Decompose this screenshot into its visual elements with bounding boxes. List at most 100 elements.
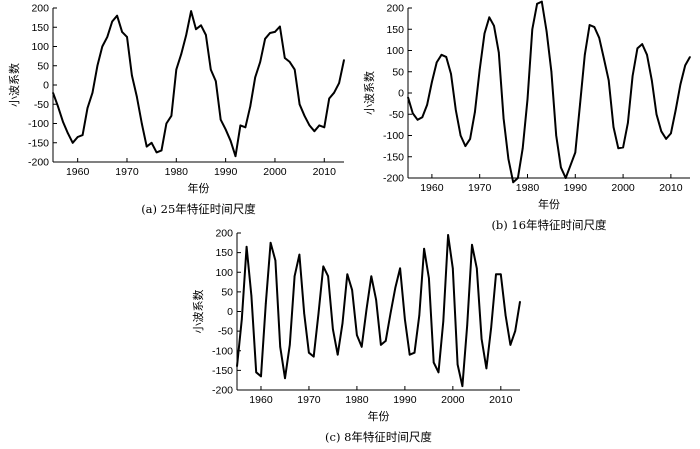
chart-b-caption: (b) 16年特征时间尺度 (491, 218, 607, 232)
chart-b-y-axis-title: 小波系数 (363, 71, 376, 115)
chart-a-data-point (254, 76, 257, 79)
chart-b-data-point (493, 25, 495, 27)
chart-a-y-tick-label: 50 (37, 60, 49, 72)
chart-a-data-point (106, 36, 109, 38)
chart-b-y-tick-label: -100 (383, 130, 404, 142)
chart-c-x-tick-label: 1960 (249, 394, 273, 406)
chart-b-y-tick-label: -150 (383, 151, 404, 163)
chart-a-data-point (269, 32, 271, 34)
chart-c-data-point (356, 334, 358, 336)
chart-c-data-point (336, 353, 339, 356)
chart-a-data-point (190, 10, 192, 12)
chart-a-data-point (126, 36, 128, 38)
chart-b-data-point (641, 43, 644, 45)
chart-b-data-point (445, 56, 448, 58)
chart-a-data-point (214, 80, 217, 82)
chart-c-y-axis-title: 小波系数 (192, 290, 205, 334)
chart-a-data-point (136, 95, 138, 98)
chart-a-data-point (200, 24, 202, 27)
chart-c-data-point (485, 367, 488, 370)
chart-c-data-point (322, 265, 325, 268)
chart-b-data-point (670, 132, 672, 135)
chart-c-data-point (461, 385, 464, 387)
chart-c-data-point (384, 340, 387, 342)
chart-b-data-point (684, 64, 687, 67)
chart-a-data-point (91, 91, 94, 94)
chart-a-data-point (150, 141, 153, 144)
chart-b-data-point (646, 53, 648, 56)
chart-a-data-point (86, 107, 89, 109)
chart-b-data-point (426, 104, 428, 106)
chart-b-x-tick-label: 1980 (516, 182, 540, 194)
chart-a-data-point (175, 68, 178, 71)
chart-a-y-tick-label: -100 (28, 118, 49, 130)
chart-a-data-point (165, 122, 168, 125)
chart-a-y-tick-label: 150 (31, 22, 49, 34)
chart-c-x-tick-label: 1980 (345, 394, 369, 406)
chart-b-data-point (507, 158, 510, 160)
chart-c-y-tick-label: -150 (212, 365, 233, 377)
chart-b-data-point (517, 177, 519, 179)
chart-c-data-point (312, 355, 315, 358)
chart-c-data-point (284, 377, 286, 380)
chart-c-data-point (240, 318, 243, 321)
chart-b-data-point (545, 30, 548, 33)
chart-b-data-point (478, 68, 481, 71)
chart-b-x-axis-title: 年份 (538, 197, 560, 211)
chart-c-data-point (293, 275, 296, 277)
chart-c-data-point (264, 302, 267, 305)
chart-b-data-point (440, 53, 443, 56)
chart-a-data-point (318, 124, 321, 127)
chart-a-data-point (101, 45, 104, 48)
chart-b-panel: 200 150 100 50 0 -50 -100 -150 -200 1960 1970 1980 1… (363, 0, 691, 232)
chart-c-data-point (389, 312, 392, 315)
chart-a-data-point (180, 53, 183, 55)
chart-c-data-point (456, 363, 459, 366)
chart-b-data-point (536, 2, 538, 5)
chart-b-data-point (612, 126, 615, 128)
chart-a-data-point (284, 57, 286, 59)
chart-a-data-point (111, 20, 113, 23)
chart-c-data-point (288, 344, 291, 346)
chart-a-x-tick-label: 2010 (313, 166, 337, 178)
chart-a-data-point (264, 38, 266, 40)
chart-c-data-point (490, 326, 493, 329)
chart-b-y-tick-label: 100 (386, 45, 404, 57)
chart-c-data-point (298, 253, 301, 256)
chart-a-data-point (170, 115, 173, 117)
chart-a-data-point (274, 31, 276, 33)
chart-a-x-tick-label: 1980 (165, 166, 189, 178)
chart-a-data-point (298, 103, 301, 106)
chart-a-data-point (140, 122, 143, 125)
chart-c-data-point (365, 308, 368, 311)
chart-a-data-point (333, 91, 335, 94)
chart-c-data-point (428, 277, 430, 279)
chart-b-data-point (541, 0, 543, 3)
chart-a-data-point (303, 115, 306, 117)
chart-a-data-point (185, 34, 187, 36)
chart-c-caption: (c) 8年特征时间尺度 (325, 430, 432, 444)
chart-c-x-axis-title: 年份 (368, 409, 390, 423)
chart-b-data-point (416, 118, 419, 121)
chart-b-y-tick-label: -50 (389, 109, 404, 121)
chart-b-data-point (607, 79, 610, 82)
chart-c-data-point (255, 371, 257, 374)
chart-a-y-axis-title: 小波系数 (8, 63, 21, 107)
chart-a-y-tick-label: 200 (31, 3, 49, 15)
chart-b-data-point (603, 58, 605, 60)
chart-b-data-point (665, 138, 667, 140)
chart-b-y-tick-label: 50 (392, 66, 404, 78)
chart-c-series-line (236, 234, 521, 388)
chart-c-data-point (509, 344, 512, 346)
chart-b-y-tick-label: 200 (386, 3, 404, 15)
chart-c-data-point (437, 371, 440, 374)
chart-b-data-point (627, 121, 629, 124)
chart-c-data-point (466, 324, 469, 327)
chart-b-data-point (689, 56, 691, 58)
chart-c-data-point (480, 338, 483, 340)
chart-a-x-tick-label: 1990 (214, 166, 238, 178)
chart-a-data-point (219, 118, 222, 121)
chart-c-x-tick-label: 1990 (393, 394, 417, 406)
chart-c-x-tick-label: 2000 (441, 394, 465, 406)
chart-b-data-point (593, 26, 596, 28)
